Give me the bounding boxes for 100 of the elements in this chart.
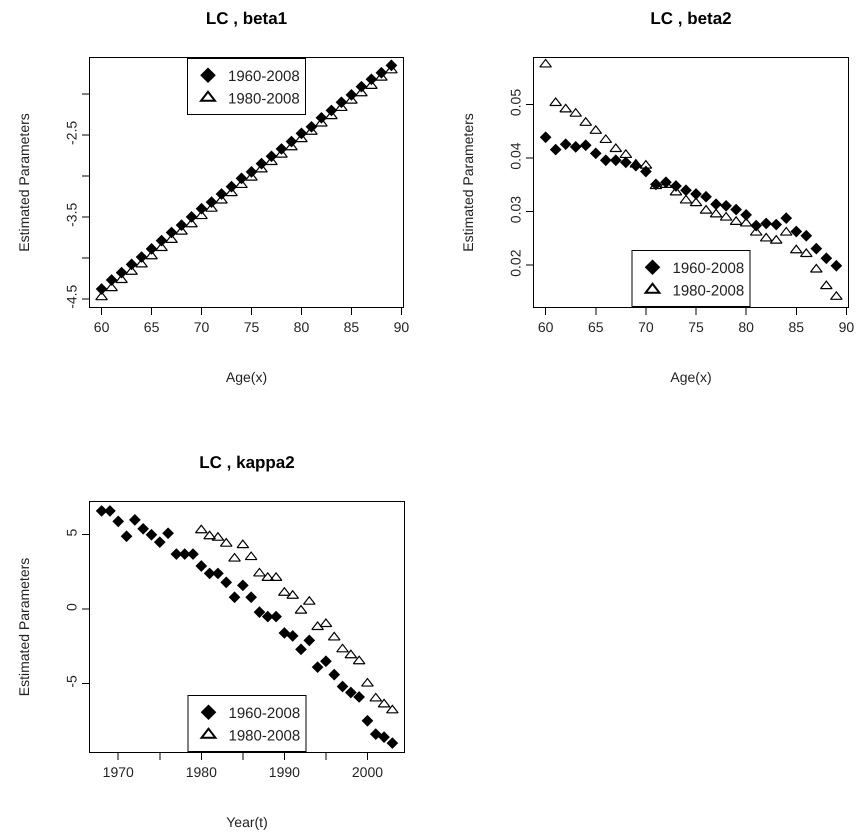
point — [549, 97, 562, 106]
point — [570, 141, 582, 153]
point — [96, 505, 108, 517]
point — [312, 661, 324, 674]
point — [244, 551, 258, 560]
x-tick-label: 75 — [688, 318, 704, 335]
point — [195, 560, 208, 572]
x-tick-label: 70 — [194, 318, 210, 335]
point — [253, 568, 266, 577]
legend-label: 1960-2008 — [228, 68, 300, 86]
point — [590, 147, 602, 160]
chart-title: LC , beta2 — [650, 8, 732, 28]
point — [800, 230, 812, 242]
point — [286, 630, 299, 642]
point — [353, 691, 365, 703]
point — [245, 591, 257, 604]
x-axis-title: Year(t) — [226, 814, 268, 830]
point — [237, 579, 249, 592]
point — [196, 202, 208, 215]
y-tick-label: -2.5 — [63, 120, 80, 145]
y-axis-title: Estimated Parameters — [16, 113, 32, 252]
chart-title: LC , kappa2 — [199, 452, 295, 472]
point — [810, 264, 823, 273]
point — [228, 552, 241, 562]
point — [730, 204, 742, 216]
y-tick-label: -3.5 — [63, 202, 80, 227]
x-axis-title: Age(x) — [670, 369, 712, 386]
point — [154, 536, 166, 548]
point — [820, 252, 832, 264]
point — [370, 728, 382, 740]
point — [680, 194, 692, 204]
point — [162, 527, 174, 540]
x-tick-label: 2000 — [352, 764, 384, 780]
point — [320, 618, 332, 628]
x-tick-label: 90 — [838, 318, 854, 335]
point — [680, 184, 692, 196]
point — [228, 591, 240, 604]
point — [146, 528, 158, 541]
point — [629, 158, 642, 168]
x-tick-label: 1990 — [268, 764, 300, 780]
point — [620, 156, 632, 168]
point — [700, 190, 712, 203]
y-tick-label: -4.5 — [63, 284, 80, 309]
legend-label: 1960-2008 — [228, 705, 300, 722]
point — [740, 218, 753, 227]
point — [254, 606, 266, 618]
point — [344, 686, 357, 698]
y-tick-label: 0.02 — [507, 249, 524, 277]
point — [599, 134, 612, 144]
point — [710, 198, 722, 210]
x-tick-label: 60 — [94, 318, 110, 335]
point — [560, 138, 572, 150]
point — [610, 154, 622, 166]
point — [386, 737, 398, 749]
point — [550, 144, 562, 156]
y-tick-label: 5 — [63, 528, 80, 537]
chart-title: LC , beta1 — [206, 8, 288, 28]
point — [328, 668, 340, 680]
point — [780, 226, 793, 236]
x-tick-label: 60 — [538, 318, 554, 335]
point — [720, 200, 732, 212]
y-tick-label: 0.05 — [507, 88, 524, 116]
y-axis-title: Estimated Parameters — [16, 558, 32, 696]
legend-label: 1980-2008 — [228, 90, 300, 108]
point — [810, 242, 822, 254]
x-tick-label: 70 — [638, 318, 654, 335]
point — [120, 530, 132, 542]
point — [278, 627, 290, 639]
point — [320, 655, 332, 668]
point — [187, 548, 199, 560]
y-tick-label: -5 — [63, 675, 80, 688]
point — [580, 139, 592, 152]
point — [212, 568, 224, 580]
point — [780, 212, 792, 224]
point — [830, 260, 842, 272]
point — [619, 149, 632, 158]
y-tick-label: 0.03 — [507, 196, 524, 224]
point — [378, 731, 390, 743]
point — [362, 714, 374, 727]
point — [539, 58, 552, 68]
point — [204, 568, 216, 580]
point — [104, 505, 116, 517]
x-tick-label: 65 — [588, 318, 604, 335]
point — [220, 576, 232, 588]
x-tick-label: 80 — [738, 318, 754, 335]
legend-label: 1960-2008 — [672, 260, 744, 278]
point — [129, 514, 141, 526]
y-axis-title: Estimated Parameters — [460, 113, 476, 252]
x-tick-label: 80 — [294, 318, 310, 335]
y-tick-label: 0 — [63, 602, 80, 611]
point — [112, 516, 124, 528]
x-tick-label: 1980 — [186, 764, 218, 780]
point — [800, 248, 813, 258]
point — [760, 232, 773, 242]
point — [559, 104, 572, 113]
x-tick-label: 90 — [394, 318, 410, 335]
point — [328, 632, 341, 641]
point — [295, 643, 307, 656]
x-tick-label: 85 — [788, 318, 804, 335]
point — [361, 678, 374, 687]
